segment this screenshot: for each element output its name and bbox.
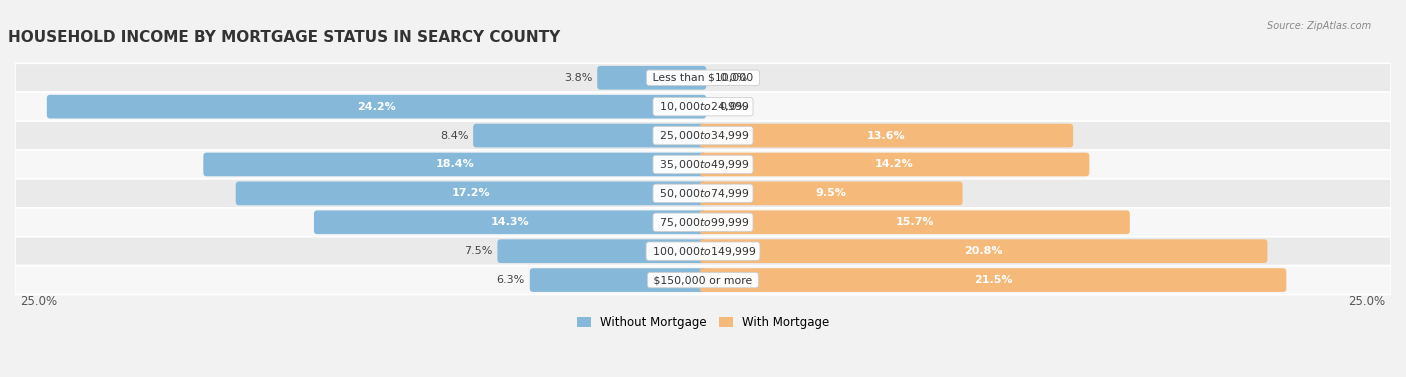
Text: $35,000 to $49,999: $35,000 to $49,999 [655, 158, 751, 171]
FancyBboxPatch shape [204, 153, 706, 176]
FancyBboxPatch shape [15, 63, 1391, 92]
Text: 24.2%: 24.2% [357, 102, 396, 112]
Text: Less than $10,000: Less than $10,000 [650, 73, 756, 83]
Text: 25.0%: 25.0% [21, 295, 58, 308]
Text: Source: ZipAtlas.com: Source: ZipAtlas.com [1267, 21, 1371, 31]
Text: 0.0%: 0.0% [720, 102, 748, 112]
FancyBboxPatch shape [15, 179, 1391, 208]
FancyBboxPatch shape [700, 268, 1286, 292]
FancyBboxPatch shape [700, 239, 1267, 263]
FancyBboxPatch shape [498, 239, 706, 263]
Text: 14.2%: 14.2% [875, 159, 914, 170]
FancyBboxPatch shape [700, 153, 1090, 176]
Legend: Without Mortgage, With Mortgage: Without Mortgage, With Mortgage [572, 311, 834, 334]
Text: 15.7%: 15.7% [896, 217, 934, 227]
FancyBboxPatch shape [700, 124, 1073, 147]
Text: 25.0%: 25.0% [1348, 295, 1385, 308]
FancyBboxPatch shape [46, 95, 706, 118]
FancyBboxPatch shape [15, 237, 1391, 266]
Text: 6.3%: 6.3% [496, 275, 524, 285]
FancyBboxPatch shape [700, 210, 1130, 234]
FancyBboxPatch shape [15, 266, 1391, 294]
Text: 3.8%: 3.8% [564, 73, 592, 83]
FancyBboxPatch shape [15, 150, 1391, 179]
Text: 9.5%: 9.5% [815, 188, 846, 198]
FancyBboxPatch shape [598, 66, 706, 90]
Text: 18.4%: 18.4% [436, 159, 474, 170]
Text: $25,000 to $34,999: $25,000 to $34,999 [655, 129, 751, 142]
Text: 7.5%: 7.5% [464, 246, 492, 256]
FancyBboxPatch shape [15, 92, 1391, 121]
FancyBboxPatch shape [236, 181, 706, 205]
Text: $50,000 to $74,999: $50,000 to $74,999 [655, 187, 751, 200]
Text: $75,000 to $99,999: $75,000 to $99,999 [655, 216, 751, 229]
Text: $10,000 to $24,999: $10,000 to $24,999 [655, 100, 751, 113]
FancyBboxPatch shape [314, 210, 706, 234]
Text: 21.5%: 21.5% [974, 275, 1012, 285]
Text: 17.2%: 17.2% [451, 188, 491, 198]
Text: $150,000 or more: $150,000 or more [650, 275, 756, 285]
Text: 14.3%: 14.3% [491, 217, 530, 227]
FancyBboxPatch shape [530, 268, 706, 292]
FancyBboxPatch shape [474, 124, 706, 147]
Text: 0.0%: 0.0% [720, 73, 748, 83]
Text: $100,000 to $149,999: $100,000 to $149,999 [648, 245, 758, 257]
Text: 20.8%: 20.8% [965, 246, 1002, 256]
FancyBboxPatch shape [700, 181, 963, 205]
FancyBboxPatch shape [15, 208, 1391, 237]
Text: 13.6%: 13.6% [868, 130, 905, 141]
Text: HOUSEHOLD INCOME BY MORTGAGE STATUS IN SEARCY COUNTY: HOUSEHOLD INCOME BY MORTGAGE STATUS IN S… [8, 30, 561, 45]
FancyBboxPatch shape [15, 121, 1391, 150]
Text: 8.4%: 8.4% [440, 130, 468, 141]
